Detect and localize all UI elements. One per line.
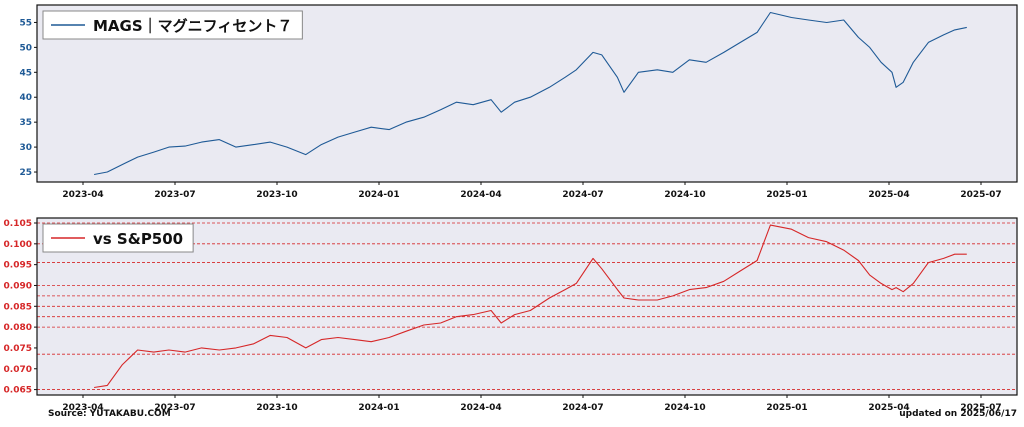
y-tick-label: 0.105 bbox=[4, 219, 32, 229]
legend-label: vs S&P500 bbox=[93, 230, 183, 248]
x-tick-label: 2023-10 bbox=[256, 190, 297, 200]
chart-panel-1: 25 30 35 40 45 50 55 2023-04 2023-07 2023-10 2024-… bbox=[19, 4, 1018, 200]
x-tick-label: 2023-07 bbox=[154, 190, 195, 200]
legend: vs S&P500 bbox=[42, 223, 194, 253]
y-tick-label: 0.100 bbox=[4, 240, 32, 250]
x-tick-label: 2025-07 bbox=[960, 190, 1001, 200]
source-label: Source: YUTAKABU.COM bbox=[48, 409, 171, 419]
x-tick-label: 2025-04 bbox=[868, 403, 909, 413]
y-tick-label: 0.085 bbox=[4, 302, 32, 312]
y-tick-label: 40 bbox=[19, 93, 32, 103]
x-tick-label: 2023-04 bbox=[62, 190, 103, 200]
y-tick-label: 55 bbox=[19, 18, 32, 28]
x-tick-label: 2024-01 bbox=[358, 190, 399, 200]
x-tick-label: 2024-07 bbox=[562, 190, 603, 200]
x-tick-label: 2023-10 bbox=[256, 403, 297, 413]
x-tick-label: 2024-10 bbox=[664, 190, 705, 200]
x-tick-label: 2023-04 bbox=[62, 403, 103, 413]
y-tick-label: 50 bbox=[19, 43, 32, 53]
legend-label: MAGS｜マグニフィセント７ bbox=[93, 17, 292, 35]
x-tick-label: 2024-10 bbox=[664, 403, 705, 413]
y-tick-label: 0.090 bbox=[4, 281, 32, 291]
series-line bbox=[94, 224, 967, 389]
legend-box bbox=[42, 10, 303, 40]
y-tick-label: 0.075 bbox=[4, 344, 32, 354]
y-tick-label: 30 bbox=[19, 143, 32, 153]
x-tick-label: 2023-07 bbox=[154, 403, 195, 413]
x-tick-label: 2024-04 bbox=[460, 403, 501, 413]
y-tick-label: 25 bbox=[19, 168, 32, 178]
chart-panel-2: 0.065 0.070 0.075 0.080 0.085 0.090 0.095 0.100… bbox=[4, 217, 1018, 413]
legend: MAGS｜マグニフィセント７ bbox=[42, 10, 303, 40]
x-tick-label: 2024-04 bbox=[460, 190, 501, 200]
y-tick-label: 0.070 bbox=[4, 365, 32, 375]
x-tick-label: 2025-01 bbox=[766, 403, 807, 413]
y-tick-label: 35 bbox=[19, 118, 32, 128]
x-tick-label: 2025-07 bbox=[960, 403, 1001, 413]
updated-label: updated on 2025/06/17 bbox=[899, 409, 1017, 419]
y-tick-label: 0.065 bbox=[4, 386, 32, 396]
y-tick-label: 45 bbox=[19, 68, 32, 78]
plot-frame bbox=[36, 4, 1018, 183]
y-tick-label: 0.095 bbox=[4, 261, 32, 271]
x-tick-label: 2024-01 bbox=[358, 403, 399, 413]
series-line bbox=[93, 11, 967, 176]
y-tick-label: 0.080 bbox=[4, 323, 32, 333]
x-tick-label: 2025-04 bbox=[868, 190, 909, 200]
x-tick-label: 2025-01 bbox=[766, 190, 807, 200]
x-tick-label: 2024-07 bbox=[562, 403, 603, 413]
